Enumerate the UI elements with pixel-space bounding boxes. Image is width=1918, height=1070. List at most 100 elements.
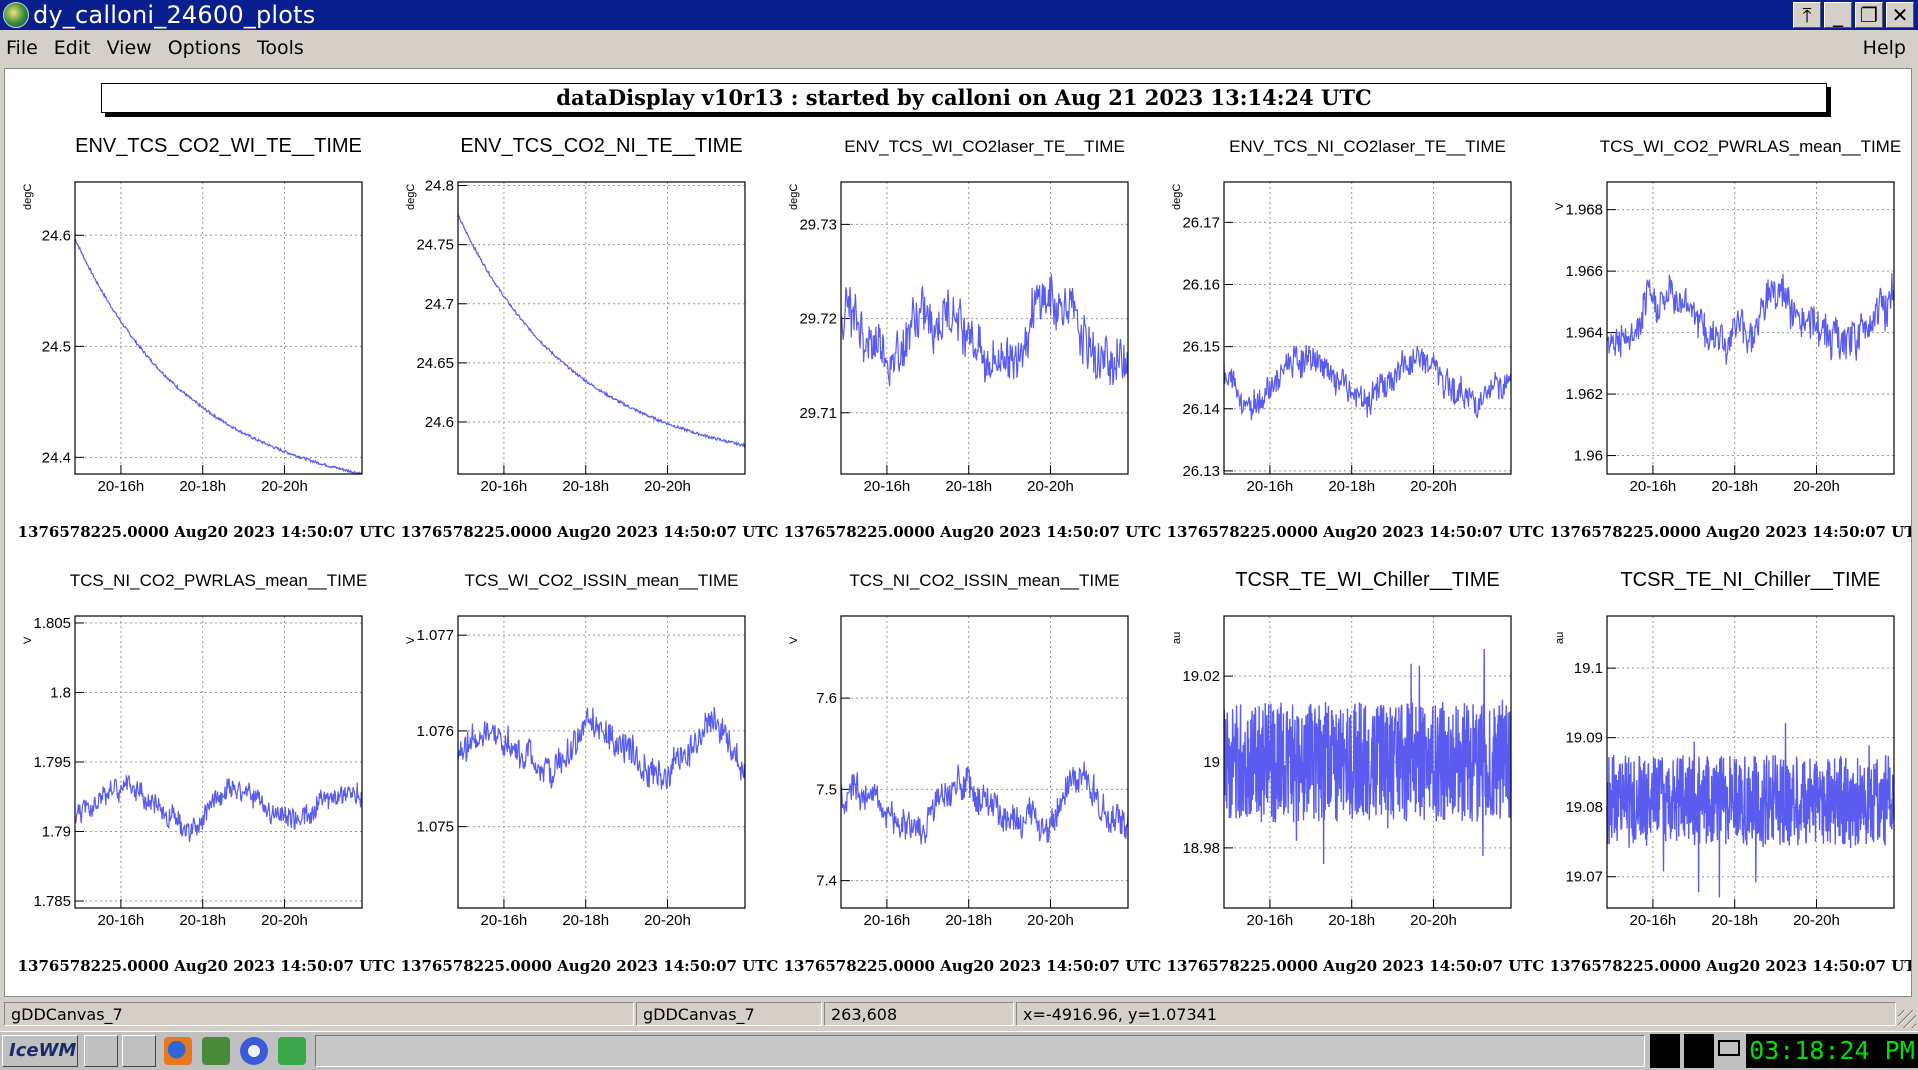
plot-canvas[interactable]: dataDisplay v10r13 : started by calloni … [4,68,1912,997]
browser-icon[interactable] [240,1037,268,1065]
y-tick-label: 29.72 [799,311,837,328]
y-tick-label: 24.75 [416,237,454,254]
x-tick-label: 20-18h [945,478,992,495]
plot-panel: ENV_TCS_NI_CO2laser_TE__TIME degC 26.13 26.… [1167,137,1545,541]
menu-help[interactable]: Help [1862,37,1906,59]
plot-frame [1223,615,1512,909]
status-bar: gDDCanvas_7 gDDCanvas_7 263,608 x=-4916.… [0,1000,1918,1028]
minimize-icon[interactable]: _ [1824,2,1852,28]
x-tick-label: 20-18h [562,912,609,929]
y-tick-label: 1.96 [1574,448,1603,465]
plot-footer: 1376578225.0000 Aug20 2023 14:50:07 UTC [1550,957,1911,975]
x-tick-label: 20-20h [1027,478,1074,495]
menu-view[interactable]: View [106,37,152,59]
y-tick-label: 26.13 [1182,463,1220,480]
y-tick-label: 1.785 [33,893,71,910]
x-tick-label: 20-18h [1328,478,1375,495]
x-tick-label: 20-16h [864,478,911,495]
x-tick-label: 20-18h [179,478,226,495]
cpu-monitor [1650,1034,1680,1068]
y-tick-label: 1.077 [416,627,454,644]
plot-title: ENV_TCS_WI_CO2laser_TE__TIME [844,137,1125,156]
close-icon[interactable]: ✕ [1886,2,1914,28]
status-object: gDDCanvas_7 [4,1002,634,1026]
y-tick-label: 19.02 [1182,668,1220,685]
plots-area[interactable]: ENV_TCS_CO2_WI_TE__TIME degC 24.4 24.5 24.6 2… [5,69,1911,996]
x-tick-label: 20-20h [1027,912,1074,929]
plot-frame [840,615,1129,909]
menu-options[interactable]: Options [167,37,241,59]
data-series [74,238,363,476]
maximize-icon[interactable]: ❐ [1855,2,1883,28]
start-button[interactable]: IceWM [2,1035,78,1067]
data-series [840,273,1129,387]
clock: 03:18:24 PM [1746,1034,1918,1068]
y-tick-label: 1.075 [416,819,454,836]
unshade-icon[interactable]: ⤒ [1793,2,1821,28]
y-tick-label: 1.964 [1565,325,1603,342]
plot-title: ENV_TCS_NI_CO2laser_TE__TIME [1229,137,1506,156]
x-tick-label: 20-16h [864,912,911,929]
x-tick-label: 20-20h [261,912,308,929]
firefox-icon[interactable] [164,1037,192,1065]
data-series [840,761,1129,845]
x-tick-label: 20-18h [945,912,992,929]
plot-unit: V [405,636,417,644]
plot-frame [74,181,363,475]
x-tick-label: 20-16h [1630,912,1677,929]
app-icon[interactable] [3,2,29,28]
y-tick-label: 24.4 [42,449,71,466]
x-tick-label: 20-18h [1711,912,1758,929]
x-tick-label: 20-20h [1410,478,1457,495]
settings-icon[interactable] [202,1037,230,1065]
y-tick-label: 24.7 [425,296,454,313]
menu-file[interactable]: File [6,37,38,59]
y-tick-label: 1.8 [50,684,71,701]
data-series [457,706,746,790]
y-tick-label: 19 [1203,754,1220,771]
y-tick-label: 1.79 [42,824,71,841]
menu-tools[interactable]: Tools [257,37,304,59]
y-tick-label: 19.07 [1565,869,1603,886]
canvas-banner: dataDisplay v10r13 : started by calloni … [101,83,1827,113]
y-tick-label: 26.17 [1182,214,1220,231]
y-tick-label: 26.14 [1182,401,1220,418]
plot-title: TCSR_TE_NI_Chiller__TIME [1620,569,1880,591]
plot-footer: 1376578225.0000 Aug20 2023 14:50:07 UTC [1550,523,1911,541]
taskbar: IceWM 03:18:24 PM [0,1031,1918,1070]
status-pixel: 263,608 [824,1002,1014,1026]
data-series [457,213,746,448]
plot-footer: 1376578225.0000 Aug20 2023 14:50:07 UTC [1167,523,1545,541]
x-tick-label: 20-18h [562,478,609,495]
net-monitor [1684,1034,1714,1068]
resize-grip[interactable] [1898,1010,1916,1028]
mail-icon[interactable] [1718,1040,1740,1056]
plot-unit: au [1554,632,1566,644]
taskbar-window-area[interactable] [315,1035,1645,1067]
data-series [1606,723,1895,898]
plot-footer: 1376578225.0000 Aug20 2023 14:50:07 UTC [1167,957,1545,975]
x-tick-label: 20-20h [644,912,691,929]
window-list-button[interactable] [122,1035,156,1067]
y-tick-label: 19.09 [1565,730,1603,747]
y-tick-label: 1.076 [416,723,454,740]
spreadsheet-icon[interactable] [278,1037,306,1065]
window-titlebar[interactable]: dy_calloni_24600_plots ⤒ _ ❐ ✕ [0,0,1918,30]
y-tick-label: 1.795 [33,754,71,771]
y-tick-label: 24.8 [425,178,454,195]
show-desktop-button[interactable] [84,1035,118,1067]
plot-unit: degC [788,184,800,210]
plot-unit: V [22,636,34,644]
x-tick-label: 20-16h [1247,912,1294,929]
status-coords: x=-4916.96, y=1.07341 [1016,1002,1896,1026]
plot-panel: TCS_NI_CO2_ISSIN_mean__TIME V 7.4 7.5 7.6 20-… [784,571,1162,975]
menu-edit[interactable]: Edit [53,37,91,59]
plot-frame [457,181,746,475]
plot-title: ENV_TCS_CO2_WI_TE__TIME [75,135,362,157]
plot-unit: degC [1171,184,1183,210]
x-tick-label: 20-20h [1793,478,1840,495]
plot-footer: 1376578225.0000 Aug20 2023 14:50:07 UTC [401,957,779,975]
y-tick-label: 1.805 [33,615,71,632]
plot-title: ENV_TCS_CO2_NI_TE__TIME [460,135,742,157]
